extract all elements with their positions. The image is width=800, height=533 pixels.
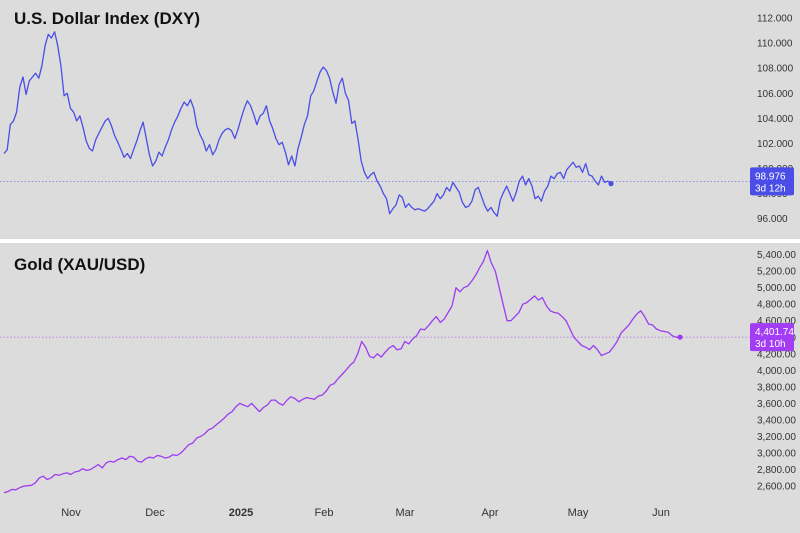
gold-y-tick-label: 4,800.00 [757,300,796,311]
gold-last-point [677,334,683,340]
x-tick-label: Jun [652,507,670,519]
x-tick-label: May [568,507,589,519]
dxy-y-tick-label: 96.000 [757,214,788,225]
dxy-pane: U.S. Dollar Index (DXY) 96.00098.000100.… [0,9,794,225]
gold-badge-countdown: 3d 10h [755,339,786,350]
gold-y-tick-label: 5,000.00 [757,283,796,294]
dxy-y-tick-label: 108.000 [757,64,794,75]
dxy-title: U.S. Dollar Index (DXY) [14,9,200,28]
gold-y-tick-label: 4,200.00 [757,349,796,360]
dxy-badge-value: 98.976 [755,171,786,182]
gold-y-tick-label: 4,000.00 [757,366,796,377]
gold-y-tick-label: 5,400.00 [757,250,796,261]
gold-series-line [3,249,681,494]
gold-y-tick-label: 2,600.00 [757,482,796,493]
gold-price-badge: 4,401.74 3d 10h [750,323,794,352]
x-tick-label: 2025 [229,507,253,519]
gold-badge-background [750,323,794,352]
dxy-badge-background [750,167,794,196]
dxy-y-tick-label: 102.000 [757,139,794,150]
x-tick-label: Nov [61,507,81,519]
gold-title: Gold (XAU/USD) [14,255,145,274]
dxy-y-tick-label: 104.000 [757,114,794,125]
dxy-price-badge: 98.976 3d 12h [750,167,794,196]
gold-y-axis: 2,600.00 2,800.00 3,000.00 3,200.00 3,400.00… [757,250,796,492]
gold-y-tick-label: 3,800.00 [757,382,796,393]
gold-y-tick-label: 5,200.00 [757,267,796,278]
x-tick-label: Mar [396,507,415,519]
dxy-y-tick-label: 112.000 [757,14,793,25]
dxy-y-tick-label: 106.000 [757,89,794,100]
x-tick-label: Feb [315,507,334,519]
gold-y-tick-label: 2,800.00 [757,465,796,476]
dxy-last-point [608,181,614,187]
dxy-series-line [3,31,612,217]
gold-y-tick-label: 3,600.00 [757,399,796,410]
dxy-badge-countdown: 3d 12h [755,183,786,194]
x-tick-label: Dec [145,507,165,519]
gold-y-tick-label: 4,600.00 [757,316,796,327]
time-axis[interactable]: Nov Dec 2025 Feb Mar Apr May Jun [61,507,670,519]
gold-y-tick-label: 3,000.00 [757,449,796,460]
x-tick-label: Apr [481,507,498,519]
pane-separator[interactable] [0,239,800,243]
gold-y-tick-label: 3,400.00 [757,415,796,426]
gold-badge-value: 4,401.74 [755,327,794,338]
dxy-y-tick-label: 110.000 [757,39,793,50]
gold-pane: Gold (XAU/USD) 2,600.00 2,800.00 3,000.00 3… [0,249,796,494]
gold-y-tick-label: 3,200.00 [757,432,796,443]
